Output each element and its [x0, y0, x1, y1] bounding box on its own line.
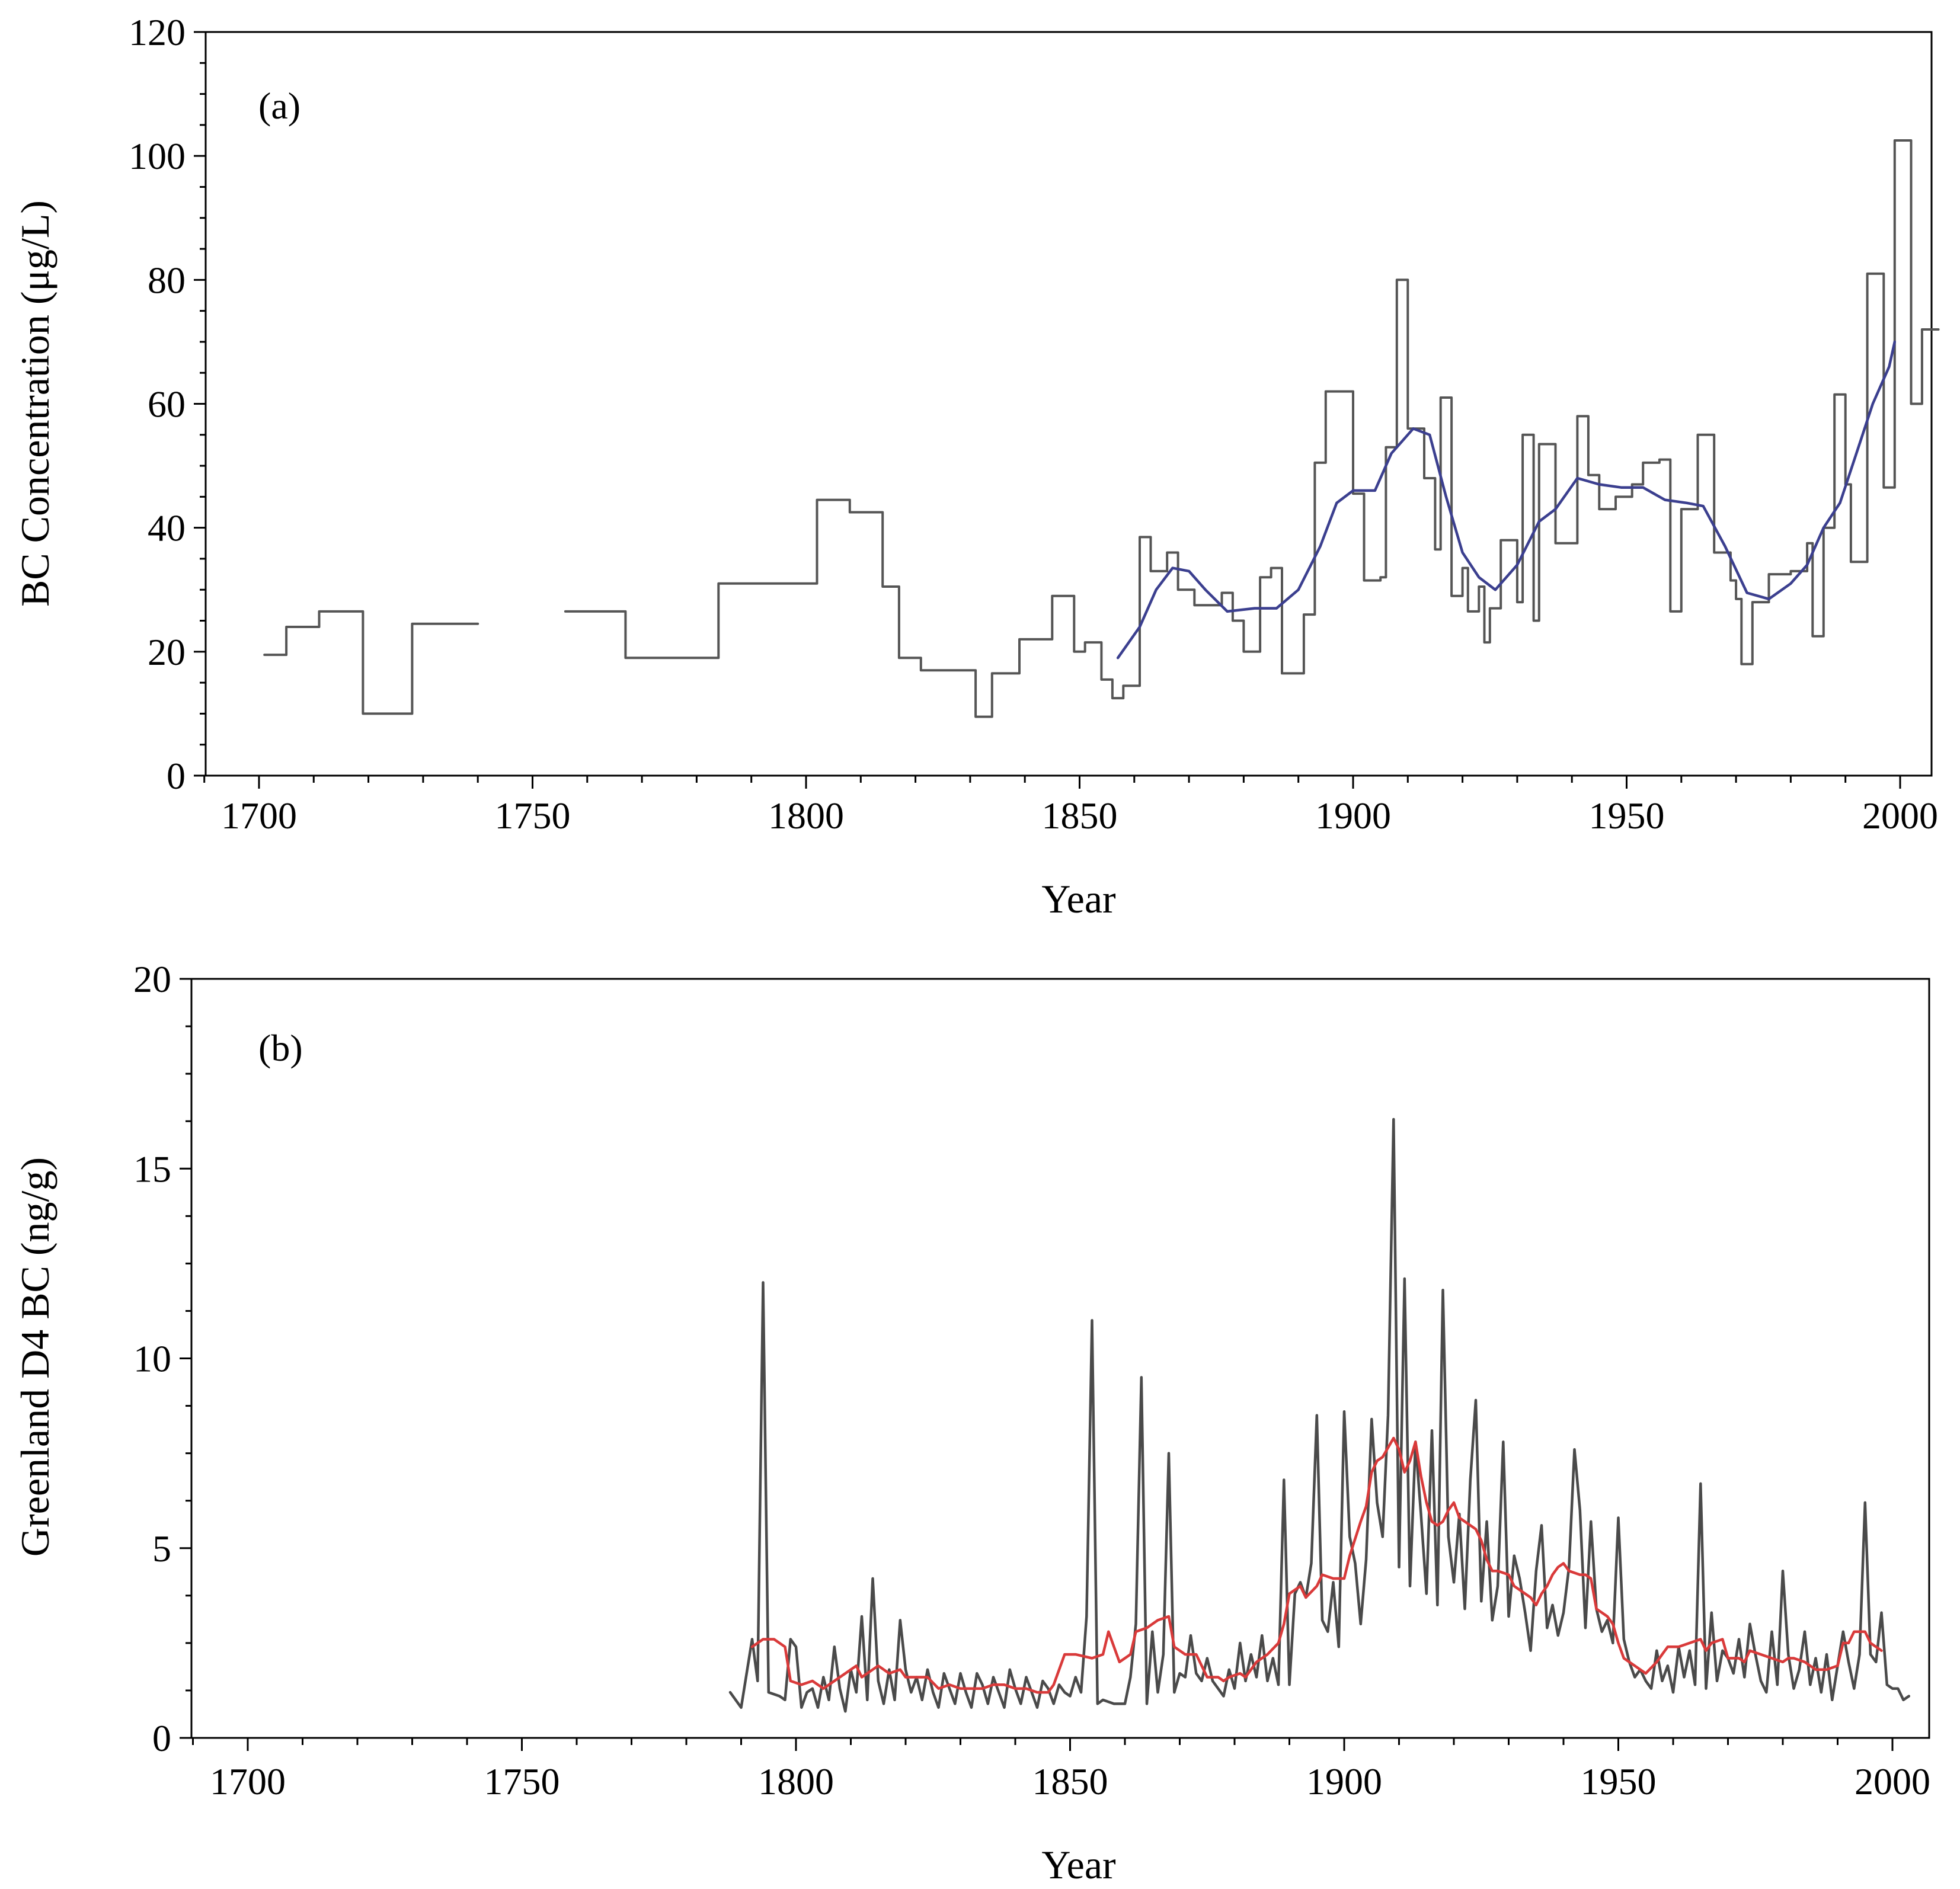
smoothed-series-line: [1116, 340, 1897, 659]
x-tick-label: 2000: [1855, 1760, 1930, 1802]
x-tick-label: 1900: [1315, 795, 1391, 837]
panel-a-label: (a): [258, 85, 300, 127]
panel-b-y-axis-title: Greenland D4 BC (ng/g): [12, 1157, 57, 1557]
x-tick-label: 1950: [1589, 795, 1665, 837]
x-tick-label: 2000: [1862, 795, 1938, 837]
panel-a-x-axis: 1700 1750 1800 1850 1900 1950 2000: [203, 776, 1938, 837]
panel-b: 0 5 10 15 20 1700 1750 1800 1850 1900 1950 2000 (b…: [12, 958, 1930, 1887]
panel-b-series: [728, 1118, 1911, 1713]
x-tick-label: 1750: [484, 1760, 560, 1802]
panel-b-x-axis-title: Year: [1041, 1842, 1116, 1887]
panel-a-y-axis: 0 20 40 60 80 100 120: [129, 11, 206, 797]
y-tick-label: 100: [129, 135, 186, 177]
raw-series-line: [728, 1118, 1911, 1713]
y-tick-label: 80: [148, 259, 186, 301]
x-tick-label: 1850: [1042, 795, 1118, 837]
raw-series-line: [263, 610, 479, 715]
panel-a: 0 20 40 60 80 100 120 1700 1750 1800 1850 1900 1950…: [12, 11, 1940, 921]
x-tick-label: 1700: [221, 795, 297, 837]
y-tick-label: 0: [152, 1717, 171, 1759]
x-tick-label: 1700: [210, 1760, 286, 1802]
panel-a-y-axis-title: BC Concentration (μg/L): [12, 200, 57, 607]
y-tick-label: 20: [133, 958, 171, 1000]
y-tick-label: 10: [133, 1338, 171, 1380]
y-tick-label: 15: [133, 1148, 171, 1190]
x-tick-label: 1900: [1306, 1760, 1382, 1802]
y-tick-label: 60: [148, 383, 186, 425]
x-tick-label: 1800: [758, 1760, 834, 1802]
y-tick-label: 40: [148, 507, 186, 549]
panel-b-frame: [190, 978, 1930, 1739]
y-tick-label: 20: [148, 631, 186, 673]
raw-series-line: [564, 139, 1940, 718]
y-tick-label: 5: [152, 1528, 171, 1570]
x-tick-label: 1850: [1032, 1760, 1108, 1802]
panel-b-y-axis: 0 5 10 15 20: [133, 958, 191, 1759]
y-tick-label: 0: [167, 755, 186, 797]
panel-a-x-axis-title: Year: [1041, 876, 1116, 921]
panel-a-frame: [204, 31, 1933, 777]
smoothed-series-line: [750, 1436, 1883, 1694]
x-tick-label: 1800: [768, 795, 844, 837]
panel-a-series: [263, 139, 1940, 718]
panel-b-label: (b): [258, 1027, 303, 1069]
x-tick-label: 1950: [1581, 1760, 1657, 1802]
x-tick-label: 1750: [495, 795, 571, 837]
y-tick-label: 120: [129, 11, 186, 53]
panel-b-x-axis: 1700 1750 1800 1850 1900 1950 2000: [192, 1738, 1930, 1802]
